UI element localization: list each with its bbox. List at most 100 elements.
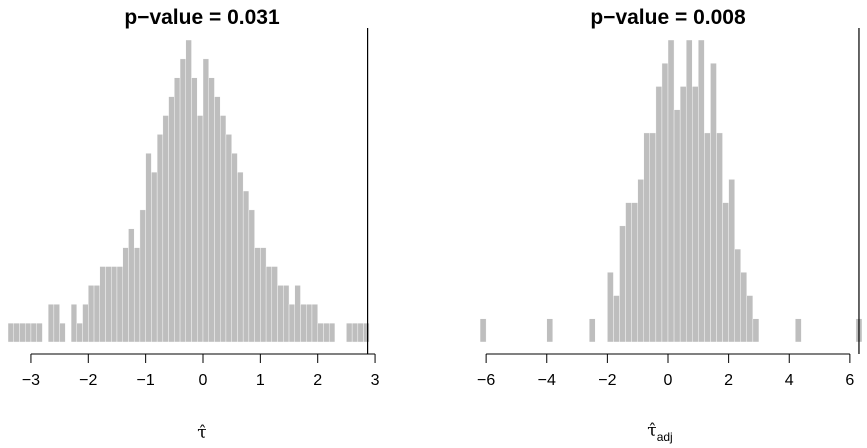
histogram-bar xyxy=(317,322,324,343)
histogram-bar xyxy=(613,295,620,343)
histogram-bar xyxy=(685,39,693,343)
histogram-bar xyxy=(271,266,278,343)
histogram-bar xyxy=(625,202,632,343)
histogram-bar xyxy=(643,132,651,343)
histogram-bar xyxy=(728,179,735,343)
histogram-bar xyxy=(692,86,699,343)
histogram-bar xyxy=(300,304,307,343)
histogram-bar xyxy=(220,115,227,343)
histogram-bar xyxy=(36,322,43,343)
histogram-bar xyxy=(168,96,175,343)
left-histogram-bars xyxy=(7,39,370,343)
histogram-bar xyxy=(546,318,554,343)
right-x-axis-label: τ̂adj xyxy=(647,421,672,444)
histogram-bar xyxy=(70,304,78,343)
histogram-bar xyxy=(88,285,95,343)
histogram-bar xyxy=(265,266,273,343)
histogram-bar xyxy=(734,248,741,343)
right-histogram-panel: p−value = 0.008 −6 −4 −2 0 2 4 6 τ̂adj xyxy=(477,6,863,444)
histogram-bar xyxy=(294,285,301,343)
histogram-bar xyxy=(202,58,209,343)
right-x-axis: −6 −4 −2 0 2 4 6 xyxy=(477,353,854,389)
histogram-bar xyxy=(260,247,267,343)
histogram-bar xyxy=(619,225,626,343)
histogram-bar xyxy=(328,322,336,343)
histogram-bar xyxy=(156,134,164,343)
histogram-bar xyxy=(128,228,135,343)
histogram-bar xyxy=(673,109,681,343)
x-tick-label: −2 xyxy=(79,372,97,389)
histogram-bar xyxy=(346,322,353,343)
histogram-bar xyxy=(30,322,37,343)
histogram-bar xyxy=(7,322,14,343)
x-tick-label: 4 xyxy=(785,372,794,389)
histogram-bar xyxy=(716,132,723,343)
right-chart-title: p−value = 0.008 xyxy=(590,6,746,29)
left-x-axis: −3 −2 −1 0 1 2 3 xyxy=(22,353,380,389)
histogram-bar xyxy=(191,77,198,343)
x-tick-label: 3 xyxy=(371,372,380,389)
right-x-axis-label-symbol: τ̂ xyxy=(647,421,656,441)
histogram-bar xyxy=(740,272,748,343)
histogram-bar xyxy=(116,266,123,343)
x-tick-label: −4 xyxy=(538,372,556,389)
right-histogram-bars xyxy=(479,39,863,343)
histogram-bar xyxy=(99,266,106,343)
x-tick-label: −3 xyxy=(22,372,40,389)
histogram-bar xyxy=(248,209,255,343)
histogram-bar xyxy=(237,171,244,343)
histogram-bar xyxy=(25,322,32,343)
histogram-bar xyxy=(105,266,112,343)
histogram-bar xyxy=(162,115,169,343)
histogram-bar xyxy=(283,285,290,343)
x-tick-label: −1 xyxy=(137,372,155,389)
histogram-bar xyxy=(214,96,221,343)
histogram-bar xyxy=(53,304,60,343)
histogram-bar xyxy=(631,202,638,343)
x-tick-label: −6 xyxy=(477,372,495,389)
histogram-bar xyxy=(242,190,250,343)
x-tick-label: 1 xyxy=(256,372,265,389)
histogram-bar xyxy=(111,266,118,343)
histogram-bar xyxy=(185,39,192,343)
left-chart-title: p−value = 0.031 xyxy=(124,6,280,29)
histogram-bar xyxy=(710,63,717,343)
histogram-bar xyxy=(795,318,802,343)
histogram-bar xyxy=(746,295,754,343)
x-tick-label: 0 xyxy=(199,372,208,389)
right-x-axis-label-subscript: adj xyxy=(657,430,673,444)
histogram-bar xyxy=(311,304,318,343)
x-tick-label: −2 xyxy=(598,372,616,389)
histogram-bar xyxy=(357,322,364,343)
histogram-bar xyxy=(47,304,55,343)
histogram-bar xyxy=(139,209,146,343)
histogram-bar xyxy=(208,77,215,343)
histogram-bar xyxy=(306,304,313,343)
histogram-bar xyxy=(667,39,675,343)
histogram-bar xyxy=(93,285,100,343)
histogram-bar xyxy=(76,322,83,343)
x-tick-label: 6 xyxy=(845,372,854,389)
histogram-bar xyxy=(254,247,261,343)
histogram-bar xyxy=(752,318,760,343)
x-tick-label: 0 xyxy=(664,372,673,389)
histogram-bar xyxy=(145,153,152,343)
histogram-bar xyxy=(649,132,657,343)
histogram-bar xyxy=(722,202,729,343)
histogram-bar xyxy=(174,77,181,343)
histogram-bar xyxy=(59,322,66,343)
histogram-bar xyxy=(179,58,186,343)
histogram-bar xyxy=(323,322,330,343)
x-tick-label: 2 xyxy=(724,372,733,389)
histogram-bar xyxy=(363,322,370,343)
x-tick-label: 2 xyxy=(313,372,322,389)
left-x-axis-label: τ̂ xyxy=(197,423,206,443)
histogram-bar xyxy=(661,63,669,343)
histogram-bar xyxy=(151,171,158,343)
histogram-bar xyxy=(19,322,26,343)
histogram-bar xyxy=(588,318,596,343)
histogram-bar xyxy=(122,247,129,343)
histogram-bar xyxy=(637,179,644,343)
histogram-bar xyxy=(225,134,232,343)
